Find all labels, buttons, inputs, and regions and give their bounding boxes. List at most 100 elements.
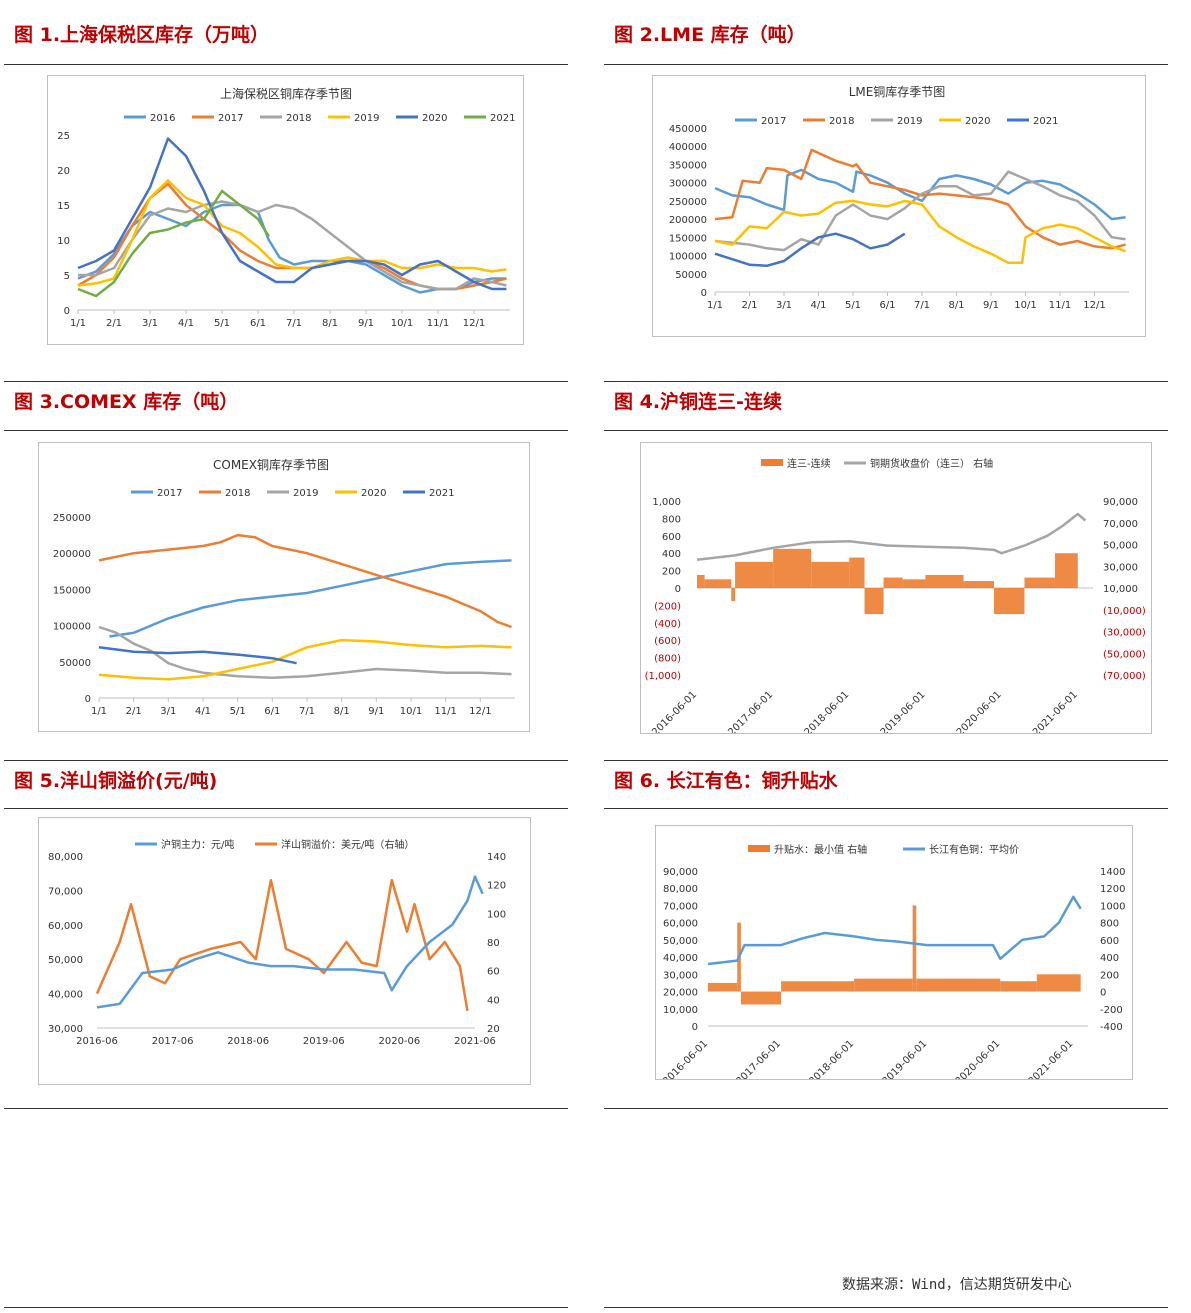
x-tick-label: 2018-06-01 [803, 689, 852, 733]
x-tick-label: 3/1 [776, 300, 792, 311]
bar-segment [1000, 981, 1037, 992]
x-tick-label: 2021-06-01 [1031, 689, 1080, 733]
series-line- [96, 875, 484, 1009]
y-right-tick-label: 10,000 [1103, 584, 1138, 595]
y-tick-label: 300000 [669, 179, 707, 190]
legend-label: 2018 [829, 116, 854, 127]
y-right-tick-label: 100 [487, 909, 506, 920]
series-line-2017 [714, 168, 1126, 221]
x-tick-label: 8/1 [322, 318, 338, 329]
legend-label: 2019 [897, 116, 922, 127]
bar-segment [1054, 553, 1078, 588]
divider [4, 381, 568, 382]
x-tick-label: 2017-06 [152, 1036, 194, 1047]
y-tick-label: 100000 [53, 622, 91, 633]
chart-panel-3: COMEX铜库存季节图 2017 2018 2019 2020 2021 0 50000 100… [38, 442, 530, 732]
y-right-tick-label: (50,000) [1103, 649, 1146, 660]
series-line-2019 [98, 625, 512, 679]
bar-segment [902, 579, 926, 588]
y-right-tick-label: 1000 [1100, 901, 1125, 912]
chart-4-svg: 连三-连续 铜期货收盘价（连三） 右轴 1,000 800 600 400 200 0 (200… [645, 457, 1146, 733]
x-tick-label: 12/1 [469, 706, 491, 717]
y-right-tick-label: 80 [487, 938, 500, 949]
y-right-tick-label: 1200 [1100, 884, 1125, 895]
x-tick-label: 3/1 [160, 706, 176, 717]
figure-3-title: 图 3.COMEX 库存（吨） [14, 391, 239, 413]
legend-label: 2020 [422, 113, 447, 124]
bar-segment [1036, 974, 1081, 992]
y-tick-label: 50000 [675, 270, 707, 281]
x-tick-label: 10/1 [400, 706, 422, 717]
series-line-2021 [98, 646, 297, 665]
divider [4, 1108, 568, 1109]
y-left-tick-label: 70,000 [663, 901, 698, 912]
x-tick-label: 2016-06-01 [650, 689, 699, 733]
x-tick-label: 2020-06-01 [954, 1038, 1003, 1079]
divider [604, 64, 1168, 65]
divider [4, 64, 568, 65]
y-right-tick-label: (70,000) [1103, 671, 1146, 682]
bar-segment [704, 579, 732, 588]
y-left-tick-label: (1,000) [645, 671, 682, 682]
x-tick-label: 4/1 [195, 706, 211, 717]
chart-panel-4: 连三-连续 铜期货收盘价（连三） 右轴 1,000 800 600 400 200 0 (200… [640, 442, 1152, 734]
chart-panel-5: 沪铜主力：元/吨 洋山铜溢价：美元/吨（右轴） 30,000 40,000 50,000… [38, 817, 531, 1085]
y-right-tick-label: 400 [1100, 953, 1119, 964]
x-tick-label: 1/1 [707, 300, 723, 311]
y-right-tick-label: (30,000) [1103, 628, 1146, 639]
x-tick-label: 5/1 [214, 318, 230, 329]
divider [4, 808, 568, 809]
y-tick-label: 50000 [59, 658, 91, 669]
y-tick-label: 250000 [669, 197, 707, 208]
legend-label: 2018 [225, 488, 250, 499]
bar-segment [735, 561, 774, 588]
y-right-tick-label: 200 [1100, 970, 1119, 981]
x-tick-label: 1/1 [70, 318, 86, 329]
legend-label: 2021 [490, 113, 515, 124]
y-tick-label: 150000 [53, 585, 91, 596]
x-tick-label: 2/1 [106, 318, 122, 329]
legend-label: 2019 [293, 488, 318, 499]
x-tick-label: 1/1 [91, 706, 107, 717]
y-right-tick-label: 600 [1100, 936, 1119, 947]
y-left-tick-label: 0 [675, 584, 681, 595]
x-tick-label: 6/1 [250, 318, 266, 329]
bar-segment [994, 588, 1025, 615]
y-tick-label: 0 [85, 694, 91, 705]
y-right-tick-label: (10,000) [1103, 606, 1146, 617]
y-left-tick-label: 40,000 [663, 953, 698, 964]
y-left-tick-label: 0 [692, 1022, 698, 1033]
y-tick-label: 350000 [669, 160, 707, 171]
figure-4-title: 图 4.沪铜连三-连续 [614, 391, 782, 413]
x-tick-label: 6/1 [264, 706, 280, 717]
bar-segment [773, 548, 812, 588]
x-tick-label: 2019-06 [303, 1036, 345, 1047]
chart-title: 上海保税区铜库存季节图 [220, 86, 352, 101]
series-line-2021 [714, 232, 906, 268]
bar-segment [854, 978, 913, 992]
x-tick-label: 9/1 [368, 706, 384, 717]
y-left-tick-label: (400) [654, 619, 681, 630]
bar-segment [849, 557, 865, 588]
legend-swatch [761, 459, 783, 466]
chart-panel-6: 升贴水：最小值 右轴 长江有色铜：平均价 0 10,000 20,000 30,000 40… [655, 825, 1133, 1080]
y-left-tick-label: 1,000 [652, 497, 681, 508]
y-right-tick-label: 140 [487, 852, 506, 863]
figure-2-title: 图 2.LME 库存（吨） [614, 24, 806, 46]
series-line-2018 [78, 200, 507, 291]
y-right-tick-label: 70,000 [1103, 519, 1138, 530]
x-tick-label: 2019-06-01 [880, 1038, 929, 1079]
chart-title: LME铜库存季节图 [849, 84, 946, 99]
y-left-tick-label: 20,000 [663, 988, 698, 999]
legend-label: 2017 [218, 113, 243, 124]
y-right-tick-label: 60 [487, 967, 500, 978]
legend-label: 2019 [354, 113, 379, 124]
divider [4, 1307, 568, 1308]
y-right-tick-label: -400 [1100, 1022, 1123, 1033]
legend-label: 沪铜主力：元/吨 [161, 838, 234, 851]
x-tick-label: 5/1 [845, 300, 861, 311]
y-right-tick-label: 90,000 [1103, 497, 1138, 508]
x-tick-label: 2020-06-01 [955, 689, 1004, 733]
y-left-tick-label: 600 [662, 532, 681, 543]
y-tick-label: 25 [57, 131, 70, 142]
